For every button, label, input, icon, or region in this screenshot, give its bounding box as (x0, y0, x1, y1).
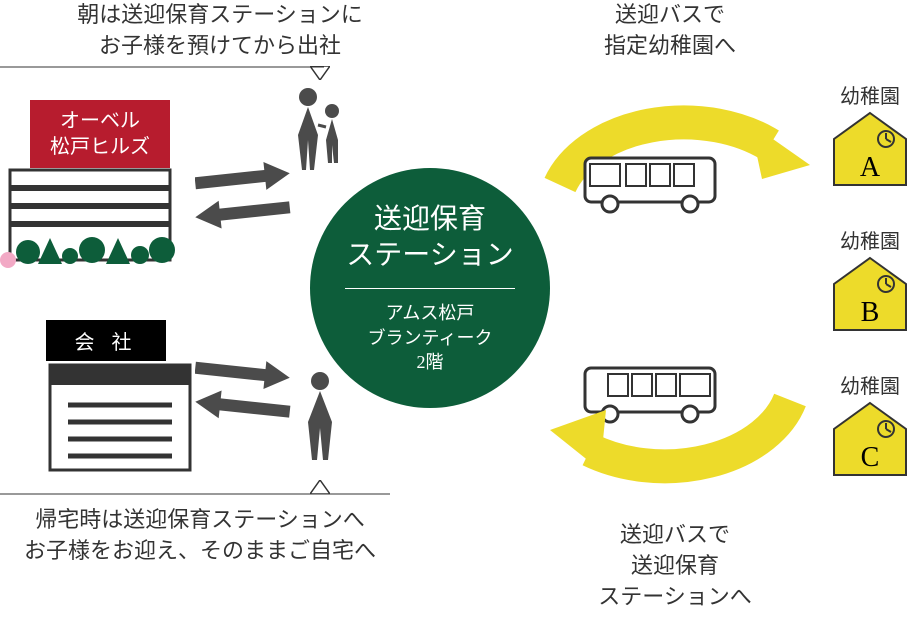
apartment-illustration (0, 160, 200, 280)
kinder-letter-c: C (830, 442, 910, 474)
bus-top-icon (580, 150, 730, 220)
circle-title: 送迎保育 ステーション (346, 202, 513, 285)
kindergarten-a: 幼稚園 A (830, 80, 910, 226)
arrows-upper-left (195, 160, 295, 230)
pointer-topleft (310, 66, 330, 80)
kindergarten-c: 幼稚園 C (830, 370, 910, 516)
company-illustration (40, 360, 210, 480)
caption-topleft-rule (0, 66, 324, 68)
person-icon (300, 370, 340, 465)
kinder-label-c: 幼稚園 (830, 370, 910, 399)
kinder-letter-a: A (830, 152, 910, 184)
red-box-label: オーベル 松戸ヒルズ (30, 100, 170, 168)
pointer-bottomleft (310, 480, 330, 494)
parent-child-icon (290, 85, 350, 175)
kindergarten-b: 幼稚園 B (830, 225, 910, 371)
circle-subtitle: アムス松戸 ブランティーク 2階 (368, 293, 493, 374)
caption-bottom-right: 送迎バスで 送迎保育 ステーションへ (560, 520, 790, 612)
caption-top-left: 朝は送迎保育ステーションに お子様を預けてから出社 (40, 0, 400, 62)
circle-divider (345, 288, 515, 289)
center-circle: 送迎保育 ステーション アムス松戸 ブランティーク 2階 (310, 168, 550, 408)
caption-top-right: 送迎バスで 指定幼稚園へ (560, 0, 780, 62)
caption-bottomleft-rule (0, 493, 390, 495)
kinder-letter-b: B (830, 297, 910, 329)
kinder-label-a: 幼稚園 (830, 80, 910, 109)
caption-bottom-left: 帰宅時は送迎保育ステーションへ お子様をお迎え、そのままご自宅へ (0, 505, 400, 567)
kinder-label-b: 幼稚園 (830, 225, 910, 254)
yellow-arrow-bottom (540, 380, 820, 510)
black-box-label: 会 社 (46, 320, 166, 361)
arrows-lower-left (195, 355, 295, 425)
